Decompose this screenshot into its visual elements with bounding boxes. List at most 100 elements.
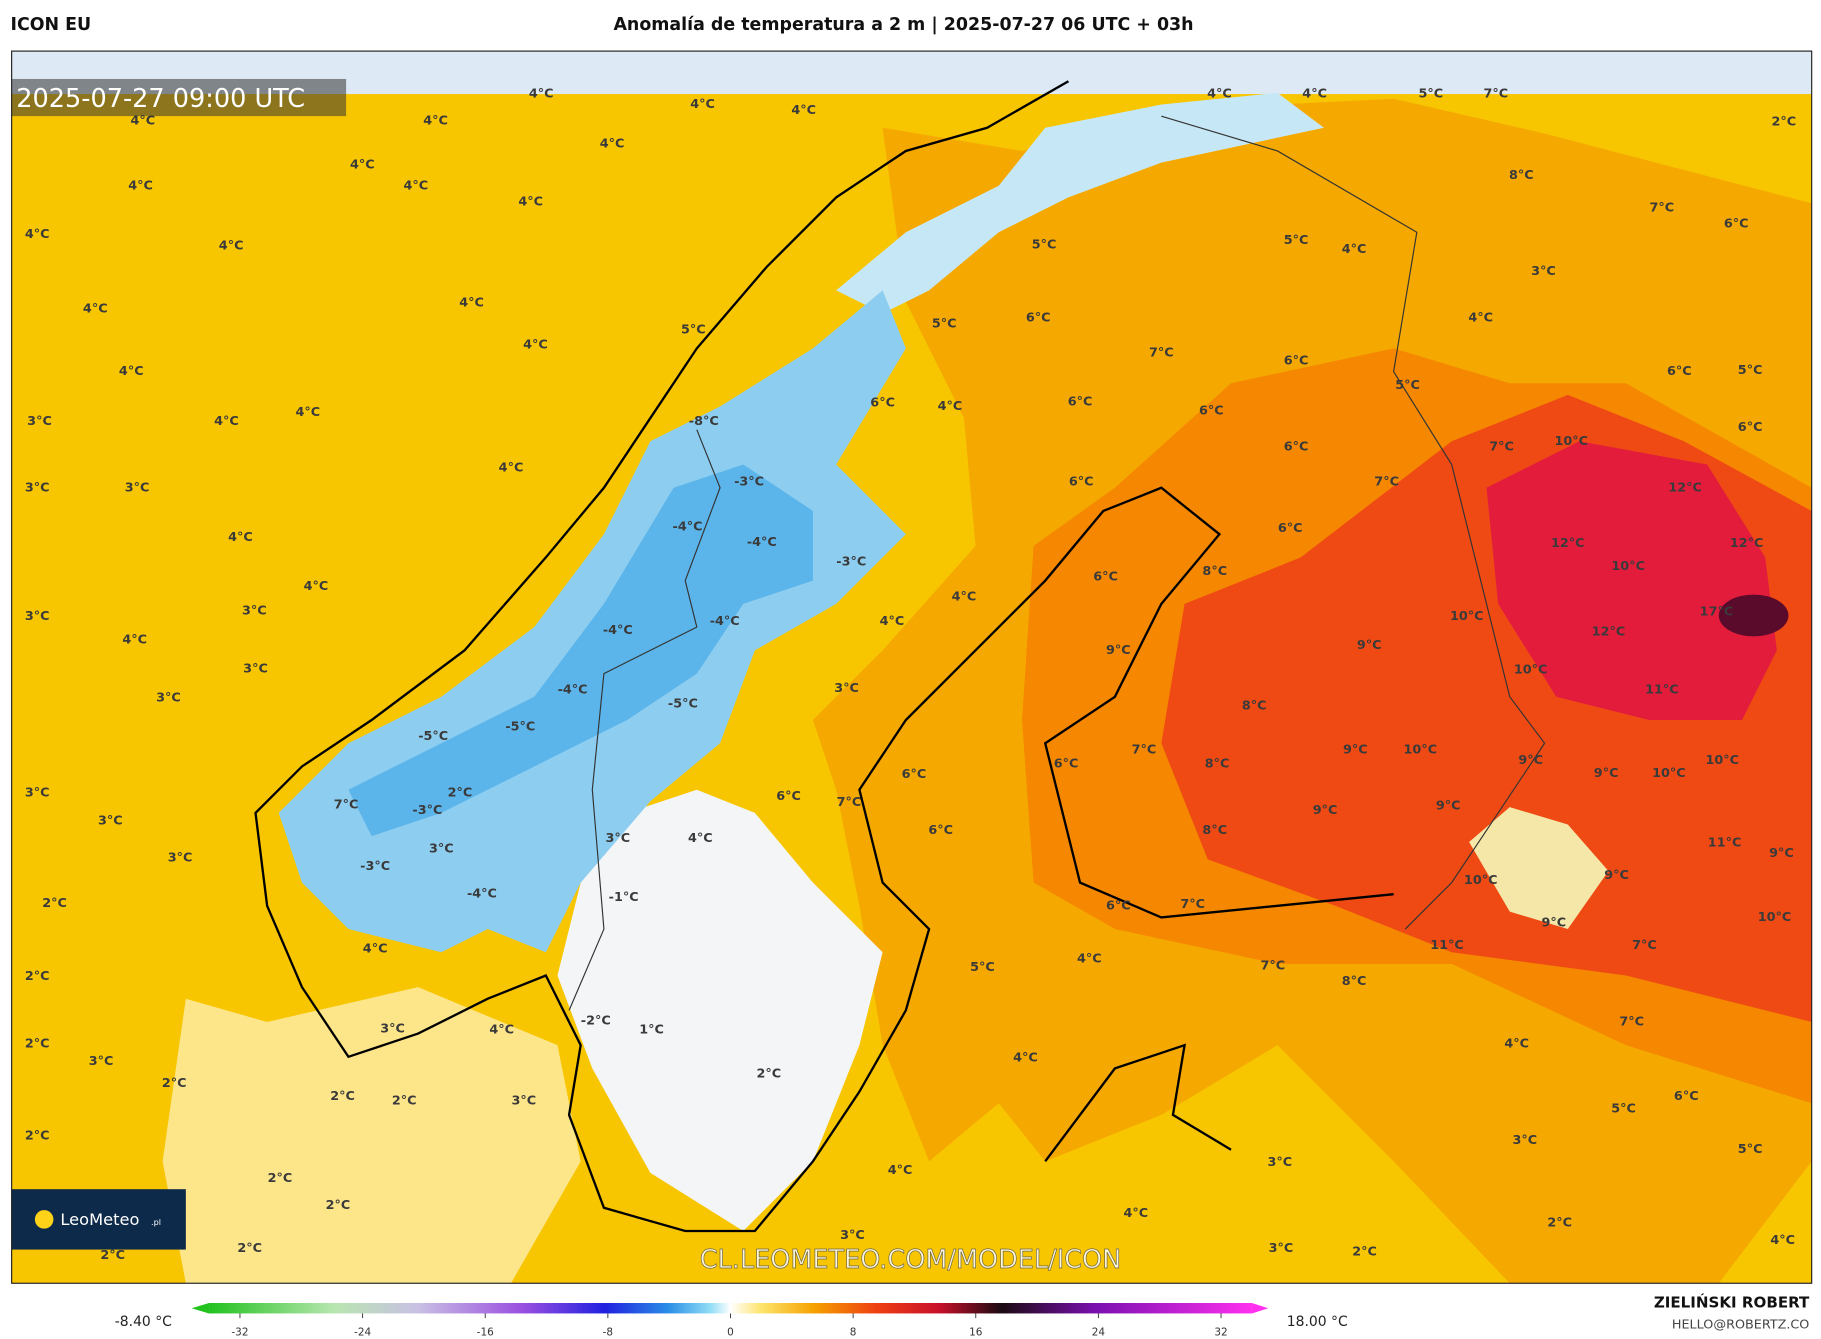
temperature-label: 5°C xyxy=(1395,378,1420,393)
temperature-label: -4°C xyxy=(467,887,497,902)
temperature-label: 3°C xyxy=(834,681,859,696)
map: 4°C 4°C 4°C 4°C 4°C 4°C 4°C 4°C 4°C 4°C 4°C 4°C 4°C 4… xyxy=(11,51,1812,1284)
temperature-label: -5°C xyxy=(418,729,448,744)
temperature-label: 6°C xyxy=(1667,364,1692,379)
temperature-label: 4°C xyxy=(791,103,816,118)
temperature-label: 9°C xyxy=(1769,846,1794,861)
temperature-label: 10°C xyxy=(1514,663,1548,678)
temperature-label: 4°C xyxy=(219,239,244,254)
temperature-label: -3°C xyxy=(836,555,866,570)
colorbar-bar xyxy=(209,1302,1252,1314)
logo-name: LeoMeteo xyxy=(60,1210,139,1229)
temperature-label: 4°C xyxy=(423,113,448,128)
border xyxy=(568,429,721,1011)
temperature-label: 2°C xyxy=(392,1093,417,1108)
temperature-label: 4°C xyxy=(518,195,543,210)
temperature-label: 6°C xyxy=(1093,570,1118,585)
temperature-label: 9°C xyxy=(1357,638,1382,653)
temperature-label: 4°C xyxy=(489,1023,514,1038)
colorbar-tick-label: 16 xyxy=(969,1327,982,1339)
temperature-label: -1°C xyxy=(609,890,639,905)
temperature-label: 4°C xyxy=(1770,1233,1795,1248)
temperature-label: 4°C xyxy=(350,157,375,172)
temperature-label: 8°C xyxy=(1509,168,1534,183)
temperature-label: 4°C xyxy=(600,137,625,152)
temperature-label: 10°C xyxy=(1611,559,1645,574)
temperature-label: 6°C xyxy=(1199,404,1224,419)
temperature-label: -2°C xyxy=(581,1013,611,1028)
temperature-label: 4°C xyxy=(25,227,50,242)
temperature-label: 4°C xyxy=(688,831,713,846)
temperature-label: 2°C xyxy=(25,969,50,984)
temperature-label: 3°C xyxy=(98,814,123,829)
temperature-label: 9°C xyxy=(1343,743,1368,758)
temperature-label: 6°C xyxy=(902,767,927,782)
temperature-label: 3°C xyxy=(25,786,50,801)
temperature-label: 5°C xyxy=(681,322,706,337)
temperature-label: 10°C xyxy=(1555,434,1589,449)
temperature-label: 3°C xyxy=(168,851,193,866)
temperature-label: 11°C xyxy=(1708,836,1742,851)
temperature-label: 4°C xyxy=(1123,1206,1148,1221)
colorbar-low-end xyxy=(191,1302,210,1314)
temperature-label: 3°C xyxy=(125,480,150,495)
colorbar-min: -8.40 °C xyxy=(115,1314,172,1330)
temperature-label: 4°C xyxy=(83,301,108,316)
temperature-label: 4°C xyxy=(952,589,977,604)
colorbar-high-end xyxy=(1251,1302,1269,1314)
temperature-label: -5°C xyxy=(505,719,535,734)
temperature-label: 12°C xyxy=(1551,536,1585,551)
logo-suffix: .pl xyxy=(151,1217,161,1227)
timestamp: 2025-07-27 09:00 UTC xyxy=(16,84,305,114)
temperature-label: 3°C xyxy=(156,690,181,705)
temperature-label: 4°C xyxy=(363,941,388,956)
temperature-label: 5°C xyxy=(1738,363,1763,378)
temperature-label: 8°C xyxy=(1342,974,1367,989)
temperature-label: 2°C xyxy=(42,896,67,911)
map-title: Anomalía de temperatura a 2 m | 2025-07-… xyxy=(613,15,1193,35)
temperature-label: 3°C xyxy=(511,1093,536,1108)
temperature-label: 8°C xyxy=(1202,823,1227,838)
temperature-label: -4°C xyxy=(603,623,633,638)
temperature-label: 2°C xyxy=(100,1248,125,1263)
temperature-label: 4°C xyxy=(880,614,905,629)
temperature-label: 2°C xyxy=(756,1067,781,1082)
temperature-label: 5°C xyxy=(932,317,957,332)
temperature-label: 6°C xyxy=(1724,217,1749,232)
temperature-label: 3°C xyxy=(1513,1133,1538,1148)
temperature-label: 10°C xyxy=(1404,743,1438,758)
temperature-label: 3°C xyxy=(606,831,631,846)
temperature-label: 2°C xyxy=(237,1241,262,1256)
temperature-label: 4°C xyxy=(403,178,428,193)
temperature-label: 4°C xyxy=(690,97,715,112)
colorbar-tick-label: 32 xyxy=(1214,1327,1227,1339)
temperature-label: 5°C xyxy=(1738,1142,1763,1157)
temperature-label: 7°C xyxy=(1489,440,1514,455)
temperature-label: 6°C xyxy=(1106,898,1131,913)
temperature-label: 3°C xyxy=(25,480,50,495)
temperature-label: 3°C xyxy=(243,661,268,676)
temperature-label: 6°C xyxy=(1026,311,1051,326)
deep-blue-zone xyxy=(348,464,813,837)
temperature-label: 4°C xyxy=(122,632,147,647)
temperature-label: 17°C xyxy=(1700,605,1734,620)
temperature-label: 3°C xyxy=(1531,264,1556,279)
map-frame xyxy=(11,50,1813,1284)
temperature-label: 7°C xyxy=(1632,938,1657,953)
lake-pale xyxy=(1469,807,1609,930)
temperature-label: 10°C xyxy=(1652,766,1686,781)
temperature-label: 2°C xyxy=(25,1037,50,1052)
temperature-label: 6°C xyxy=(1284,354,1309,369)
temperature-label: 3°C xyxy=(1267,1155,1292,1170)
temperature-label: 9°C xyxy=(1594,766,1619,781)
temperature-label: 4°C xyxy=(523,337,548,352)
temperature-label: 5°C xyxy=(1611,1102,1636,1117)
colorbar-tick-label: -16 xyxy=(477,1327,494,1339)
temperature-label: 4°C xyxy=(119,364,144,379)
email: HELLO@ROBERTZ.CO xyxy=(1672,1318,1810,1333)
temperature-label: 3°C xyxy=(89,1054,114,1069)
colorbar-max: 18.00 °C xyxy=(1287,1314,1348,1330)
dark-spot xyxy=(1718,594,1789,637)
temperature-label: 5°C xyxy=(1284,233,1309,248)
